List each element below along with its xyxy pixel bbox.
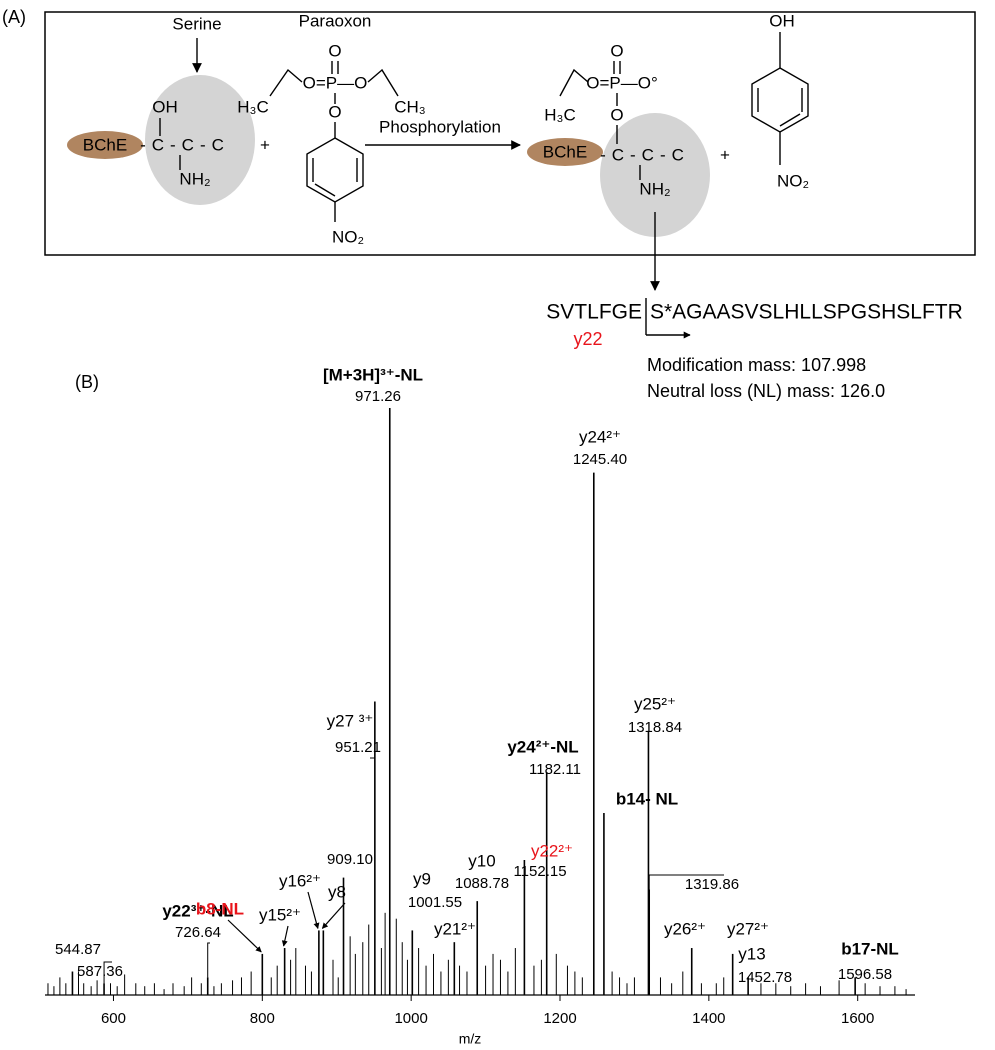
ion-label: y27²⁺ (727, 919, 769, 938)
scheme-box (44, 11, 976, 256)
annotation-arrow (281, 925, 289, 947)
ion-label: y16²⁺ (279, 871, 321, 890)
ion-label: b8-NL (196, 899, 244, 918)
mz-label: 971.26 (355, 388, 401, 405)
paraoxon-label: Paraoxon (299, 11, 372, 30)
atom: CH₃ (394, 97, 425, 116)
x-tick-label: 1200 (543, 1010, 576, 1027)
bond (559, 68, 589, 97)
ion-label: [M+3H]³⁺-NL (323, 365, 423, 384)
mz-label: 1245.40 (573, 451, 627, 468)
annotation-leader (207, 942, 210, 978)
ion-label: y24²⁺-NL (507, 737, 578, 756)
ion-label: y26²⁺ (664, 919, 706, 938)
mz-label: 1596.58 (838, 966, 892, 983)
mz-label: 1319.86 (685, 876, 739, 893)
serine-label: Serine (172, 14, 221, 33)
neutral-loss-text: Neutral loss (NL) mass: 126.0 (647, 381, 885, 401)
x-tick-label: 600 (101, 1010, 126, 1027)
annotation-leader (648, 874, 724, 890)
ion-label: y25²⁺ (634, 694, 676, 713)
bche-ellipse (527, 138, 603, 166)
atom: O=P—O° (586, 73, 658, 92)
x-tick-label: 1000 (394, 1010, 427, 1027)
plus: + (260, 135, 270, 154)
benzene-ring (306, 137, 364, 203)
ion-label: y21²⁺ (434, 919, 476, 938)
annotation-leader (103, 961, 112, 984)
ion-label: y22³⁺-NL (162, 901, 233, 920)
bond (314, 183, 336, 197)
mz-label: 1182.11 (529, 761, 581, 778)
mz-label: 1001.55 (408, 894, 462, 911)
ion-label: y27 ³⁺ (327, 711, 374, 730)
annotation-arrow (227, 919, 262, 953)
atom: NO₂ (777, 171, 809, 190)
bche-ellipse (67, 131, 143, 159)
ion-label: y8 (328, 882, 346, 901)
mz-label: 909.10 (327, 851, 373, 868)
atom: NH₂ (179, 169, 210, 188)
mz-label: 726.64 (175, 924, 221, 941)
atom: OH (769, 11, 795, 30)
ion-label: b17-NL (841, 939, 899, 958)
x-tick-label: 1600 (841, 1010, 874, 1027)
atom: H₃C (237, 97, 268, 116)
ion-label: y13 (738, 944, 765, 963)
atom: O (610, 41, 623, 60)
arrow-label: Phosphorylation (379, 117, 501, 136)
ion-label: y15²⁺ (259, 905, 301, 924)
serine-ellipse (600, 113, 710, 237)
mz-label: 1152.15 (513, 863, 566, 880)
ion-label: y24²⁺ (579, 427, 621, 446)
atom: O (328, 102, 341, 121)
peptide-left: SVTLFGE (546, 301, 642, 324)
peptide-right: S*AGAASVSLHLLSPGSHSLFTR (650, 301, 963, 324)
mz-label: 1318.84 (628, 719, 682, 736)
annotation-arrow (321, 902, 346, 929)
panel-label: (A) (2, 7, 26, 27)
bche-label: BChE (83, 135, 127, 154)
benzene-ring (751, 67, 809, 133)
ion-label: b14- NL (616, 789, 678, 808)
mz-label: 951.21 (335, 739, 381, 756)
ion-label: y9 (413, 869, 431, 888)
ion-label: y22²⁺ (531, 841, 573, 860)
serine-ellipse (145, 75, 255, 205)
mz-label: 1088.78 (455, 875, 509, 892)
atom: O (610, 105, 623, 124)
atom: OH (152, 97, 178, 116)
atom: NH₂ (639, 179, 670, 198)
x-tick-label: 1400 (692, 1010, 725, 1027)
annotation-arrow (307, 891, 320, 930)
cleavage-label: y22 (573, 329, 602, 349)
bond (779, 113, 801, 127)
x-tick-label: 800 (250, 1010, 275, 1027)
ion-label: y10 (468, 851, 495, 870)
atom-chain: -C-C-C (140, 135, 230, 154)
panel-label: (B) (75, 372, 99, 392)
mz-label: 1452.78 (738, 969, 792, 986)
atom: H₃C (544, 105, 575, 124)
bond (269, 68, 303, 97)
modification-text: Modification mass: 107.998 (647, 355, 866, 375)
atom: NO₂ (332, 227, 364, 246)
x-axis-title: m/z (459, 1031, 482, 1047)
atom-chain: -C-C-C (600, 145, 690, 164)
atom: O (328, 41, 341, 60)
plus: + (720, 145, 730, 164)
bond (367, 68, 399, 97)
bche-label: BChE (543, 142, 587, 161)
mz-label: 544.87 (55, 941, 101, 958)
atom: O=P—O (303, 73, 368, 92)
mz-label: 587.36 (77, 963, 123, 980)
